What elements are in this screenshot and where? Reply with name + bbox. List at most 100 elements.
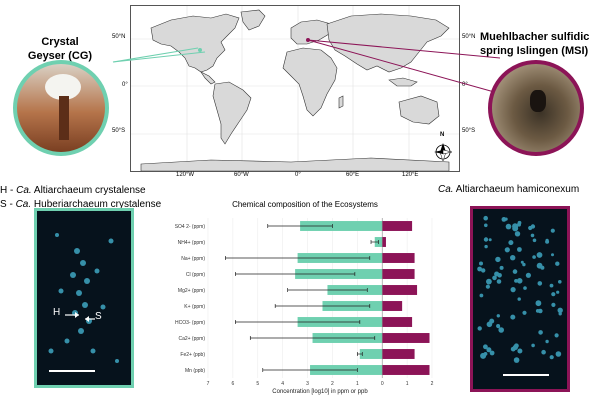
msi-bar [382, 333, 430, 343]
lat-label-left-50s: 50°S [112, 128, 126, 134]
legend-right-genus: Ca. [438, 184, 454, 195]
cell-dot [513, 357, 520, 363]
cg-bar [300, 221, 383, 231]
msi-site-title: Muehlbacher sulfidic spring Islingen (MS… [480, 30, 600, 58]
cell-dot [514, 279, 518, 283]
cell-dot [554, 333, 559, 338]
cell-dot [504, 217, 508, 221]
cell-dot [514, 231, 521, 237]
x-tick-label: 4 [281, 381, 284, 387]
cell-dot [525, 272, 531, 278]
row-label: HCO3- (ppm) [175, 320, 205, 326]
msi-bar [382, 237, 386, 247]
legend-right-species: Altiarchaeum hamiconexum [455, 184, 580, 195]
continent-central-america [200, 71, 216, 85]
row-label: SO4 2- (ppm) [175, 224, 206, 230]
x-tick-label: 1 [406, 381, 409, 387]
cell-dot [532, 238, 537, 243]
cell-dot [498, 327, 504, 333]
x-tick-label: 3 [306, 381, 309, 387]
cell-dot [530, 233, 535, 238]
lat-label-right-50n: 50°N [462, 34, 476, 40]
lat-label-right-50s: 50°S [462, 128, 476, 134]
cell-dot [479, 293, 484, 298]
cg-site-marker [198, 48, 202, 52]
cell-dot [483, 237, 489, 242]
cell-dot [477, 326, 482, 331]
cell-dot [512, 223, 519, 230]
cell-dot [483, 352, 488, 356]
legend-h-genus: Ca. [16, 185, 32, 196]
msi-bar [382, 349, 415, 359]
cell-dot [510, 255, 516, 261]
continent-europe [290, 19, 332, 45]
north-label: N [440, 132, 445, 138]
cell-dot [492, 275, 497, 281]
cell-dot [489, 350, 495, 356]
cell-dot [496, 324, 501, 328]
legend-left-line1: H - Ca. Altiarchaeum crystalense [0, 185, 146, 196]
chemistry-chart: SO4 2- (ppm) NH4+ (ppm) Na+ (ppm) Cl (ppm) M… [175, 218, 434, 395]
world-map-svg [131, 6, 459, 172]
cell-dot [549, 355, 554, 360]
msi-site-marker [306, 38, 310, 42]
spring-outlet [530, 90, 546, 112]
cell-dot [477, 266, 482, 272]
cg-bar [359, 349, 383, 359]
cell-dot [516, 278, 523, 284]
row-label: K+ (ppm) [184, 304, 205, 310]
msi-bar [382, 301, 403, 311]
north-arrow-icon [434, 143, 453, 162]
msi-bar [382, 221, 413, 231]
cell-dot [508, 240, 514, 246]
cell-dot [550, 228, 555, 233]
cell-dot [486, 347, 492, 353]
cell-dot [551, 302, 556, 307]
micrograph-right [470, 206, 570, 392]
cell-dot [555, 351, 562, 357]
cell-dot [495, 256, 501, 263]
x-tick-label: 5 [256, 381, 259, 387]
x-tick-label: 2 [331, 381, 334, 387]
legend-s-genus: Ca. [15, 199, 32, 210]
legend-s-species: Huberiarchaeum crystalense [33, 199, 162, 210]
cell-dot [505, 223, 512, 230]
continent-asia [326, 13, 450, 73]
cell-dot [522, 262, 526, 267]
cg-site-photo [13, 60, 109, 156]
cell-dot [535, 309, 540, 313]
cell-dot [510, 346, 516, 352]
cell-dot [522, 310, 527, 315]
cg-site-title: Crystal Geyser (CG) [20, 35, 100, 63]
msi-bar [382, 269, 415, 279]
continent-madagascar [338, 95, 344, 109]
lon-label-120w: 120°W [176, 172, 195, 178]
cell-dot [484, 223, 488, 228]
x-axis-label: Concentration [log10] in ppm or ppb [272, 389, 368, 395]
row-label: NH4+ (ppm) [178, 240, 206, 246]
lon-label-0: 0° [295, 172, 301, 178]
world-map [130, 5, 460, 172]
legend-left-line2: S - Ca. Huberiarchaeum crystalense [0, 199, 161, 210]
cell-dot [484, 244, 488, 249]
cell-dot [510, 314, 516, 320]
cell-dot [496, 314, 500, 318]
continent-australia [398, 95, 440, 125]
msi-title-line2: spring Islingen (MSI) [480, 45, 589, 57]
cell-dot [486, 278, 492, 285]
cell-dot [517, 297, 521, 301]
row-label: Mg2+ (ppm) [178, 288, 205, 294]
msi-title-line1: Muehlbacher sulfidic [480, 31, 590, 43]
lon-label-120e: 120°E [402, 172, 419, 178]
lat-label-left-0: 0° [122, 82, 128, 88]
cell-dot [538, 330, 543, 335]
msi-bar [382, 253, 415, 263]
cell-dot [536, 262, 543, 269]
cell-dot [558, 280, 562, 284]
cell-dot [512, 269, 518, 274]
cell-dot [481, 268, 486, 273]
cell-dot [517, 247, 522, 252]
legend-s-prefix: S - [0, 199, 16, 210]
continent-africa [282, 47, 338, 117]
continent-greenland [240, 9, 266, 31]
